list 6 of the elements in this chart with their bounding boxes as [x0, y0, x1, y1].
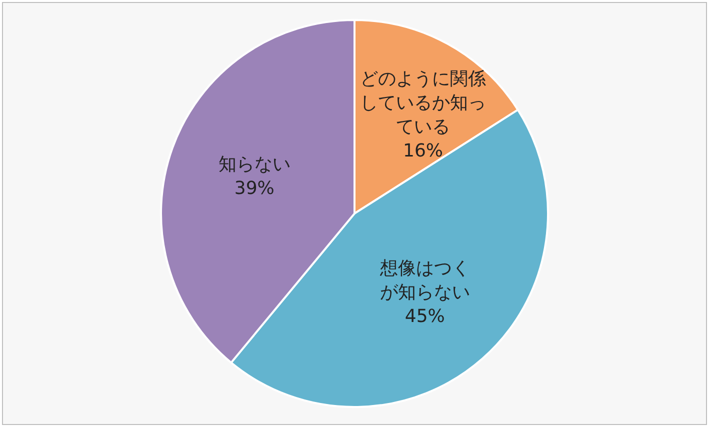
data-label: 16% — [403, 140, 444, 162]
slice-label: どのように関係しているか知っている — [360, 68, 486, 138]
data-label: 45% — [404, 306, 445, 327]
slice-label: 知らない — [218, 154, 290, 176]
slice-label: 想像はつくが知らない — [378, 258, 470, 303]
data-label: 39% — [234, 178, 274, 200]
